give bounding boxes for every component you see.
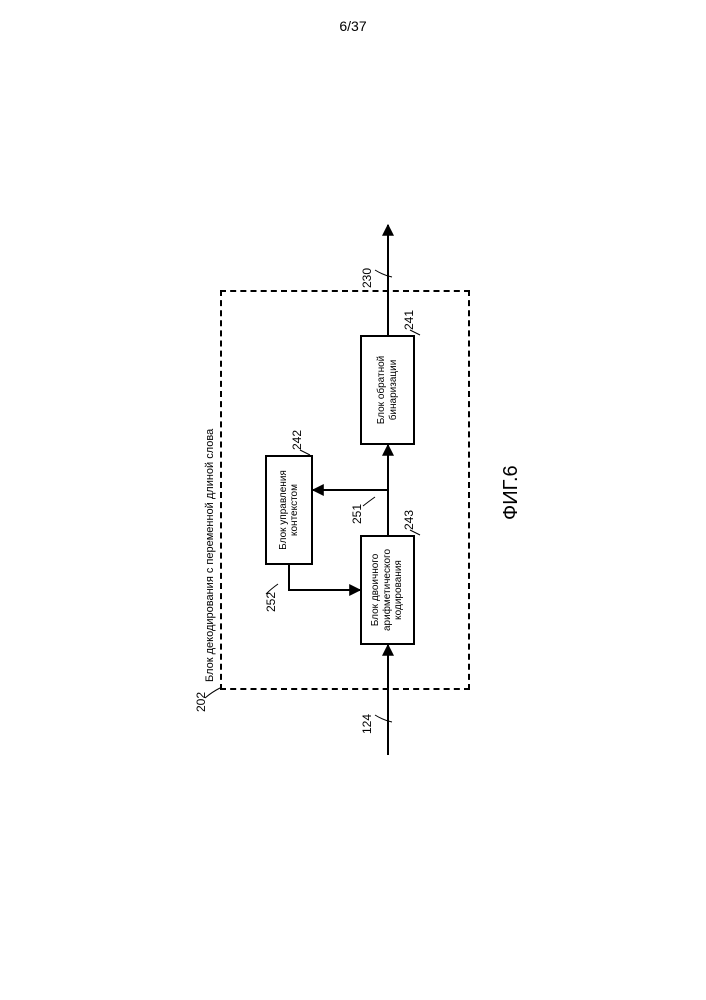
edge-230-ref: 230 [360,268,374,288]
leader-242 [300,450,310,455]
diagram-rotated-canvas: Блок декодирования с переменной длиной с… [150,210,550,770]
edge-252-ref: 252 [264,592,278,612]
leader-241 [410,330,420,335]
page-number: 6/37 [0,18,706,34]
edge-251-ref: 251 [350,504,364,524]
leader-243 [410,530,420,535]
edge-124-ref: 124 [360,714,374,734]
leader-202 [205,688,220,698]
edge-252 [289,565,360,590]
diagram-fig6: Блок декодирования с переменной длиной с… [150,210,550,770]
leader-230 [375,270,392,277]
wires [150,210,550,770]
figure-caption: ФИГ.6 [500,465,523,520]
page: 6/37 Блок декодирования с переменной дли… [0,0,706,1000]
leader-124 [375,715,392,722]
leader-251 [363,497,375,506]
